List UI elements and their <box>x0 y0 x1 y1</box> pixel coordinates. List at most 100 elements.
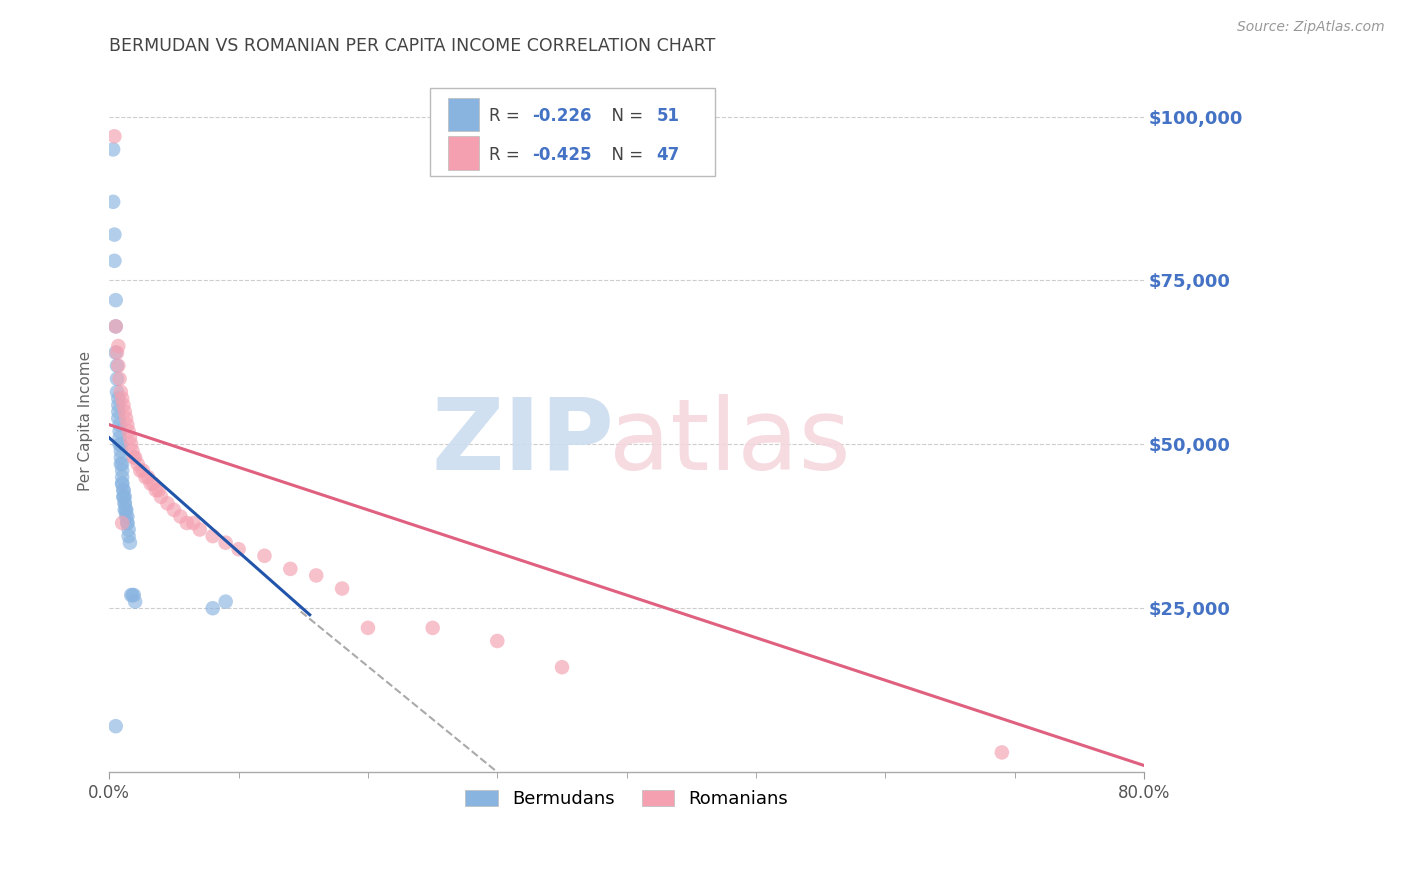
Point <box>127 457 149 471</box>
Point <box>156 496 179 510</box>
Point <box>117 509 139 524</box>
FancyBboxPatch shape <box>447 136 478 170</box>
Point <box>112 483 135 498</box>
Point <box>132 464 155 478</box>
Y-axis label: Per Capita Income: Per Capita Income <box>79 351 93 491</box>
Point <box>114 490 136 504</box>
Point <box>486 634 509 648</box>
Text: Source: ZipAtlas.com: Source: ZipAtlas.com <box>1237 20 1385 34</box>
Point <box>121 443 143 458</box>
Point <box>111 516 134 530</box>
Point <box>103 227 125 242</box>
Point <box>108 372 131 386</box>
Point <box>111 476 134 491</box>
Text: N =: N = <box>600 107 648 125</box>
Text: -0.226: -0.226 <box>533 107 592 125</box>
Point <box>991 746 1014 760</box>
Point <box>112 490 135 504</box>
Point <box>253 549 276 563</box>
Point <box>201 529 224 543</box>
Point <box>201 601 224 615</box>
Point <box>120 437 142 451</box>
Point <box>145 483 167 498</box>
Point <box>107 359 129 373</box>
Point <box>422 621 444 635</box>
Point <box>176 516 198 530</box>
Point <box>188 523 211 537</box>
Text: R =: R = <box>489 145 524 164</box>
Point <box>120 588 142 602</box>
Point <box>215 595 238 609</box>
Point <box>117 516 139 530</box>
Point <box>104 719 127 733</box>
Point <box>105 359 128 373</box>
Point <box>117 529 139 543</box>
Text: ZIP: ZIP <box>432 394 614 491</box>
Point <box>148 483 170 498</box>
Point <box>105 345 128 359</box>
Text: BERMUDAN VS ROMANIAN PER CAPITA INCOME CORRELATION CHART: BERMUDAN VS ROMANIAN PER CAPITA INCOME C… <box>110 37 716 55</box>
Point <box>215 535 238 549</box>
Point <box>183 516 205 530</box>
Point <box>110 450 132 465</box>
Point <box>129 464 152 478</box>
Point <box>112 398 135 412</box>
Point <box>103 253 125 268</box>
Point <box>114 496 136 510</box>
Point <box>305 568 328 582</box>
Point <box>104 319 127 334</box>
Text: atlas: atlas <box>609 394 851 491</box>
Point <box>105 384 128 399</box>
Point <box>104 345 127 359</box>
Point <box>149 490 172 504</box>
Text: N =: N = <box>600 145 648 164</box>
Point <box>124 595 146 609</box>
FancyBboxPatch shape <box>430 88 714 176</box>
Point <box>122 450 145 465</box>
Legend: Bermudans, Romanians: Bermudans, Romanians <box>458 783 796 815</box>
Point <box>111 392 134 406</box>
Point <box>115 509 138 524</box>
Point <box>115 411 138 425</box>
Point <box>105 372 128 386</box>
Point <box>330 582 353 596</box>
Point <box>117 523 139 537</box>
FancyBboxPatch shape <box>447 98 478 131</box>
Point <box>163 503 186 517</box>
Point <box>142 476 165 491</box>
Point <box>110 457 132 471</box>
Point <box>114 503 136 517</box>
Point <box>103 129 125 144</box>
Point <box>111 464 134 478</box>
Point <box>104 319 127 334</box>
Point <box>112 490 135 504</box>
Point <box>115 503 138 517</box>
Point <box>139 476 162 491</box>
Point <box>118 535 141 549</box>
Point <box>169 509 191 524</box>
Point <box>107 411 129 425</box>
Point <box>108 431 131 445</box>
Point <box>101 194 124 209</box>
Point <box>121 588 143 602</box>
Text: 47: 47 <box>657 145 681 164</box>
Point <box>104 293 127 307</box>
Point <box>101 142 124 156</box>
Point <box>110 443 132 458</box>
Point <box>122 588 145 602</box>
Point <box>357 621 380 635</box>
Text: -0.425: -0.425 <box>533 145 592 164</box>
Point <box>551 660 574 674</box>
Point <box>108 424 131 438</box>
Point <box>107 339 129 353</box>
Point <box>112 483 135 498</box>
Point <box>117 424 139 438</box>
Point <box>115 503 138 517</box>
Point <box>110 437 132 451</box>
Point <box>111 457 134 471</box>
Point <box>110 384 132 399</box>
Point <box>107 404 129 418</box>
Point <box>124 450 146 465</box>
Text: 51: 51 <box>657 107 679 125</box>
Point <box>111 470 134 484</box>
